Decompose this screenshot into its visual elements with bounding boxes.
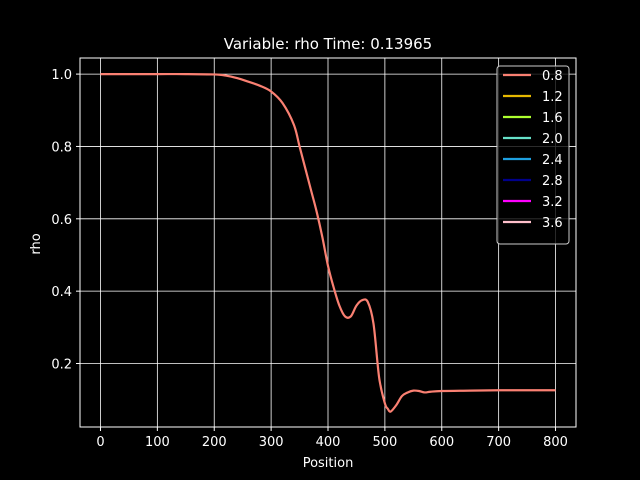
legend: 0.8 1.2 1.6 2.0 2.4 2.8 3.2 3.6: [496, 65, 570, 245]
x-tick-label: 0: [96, 435, 104, 450]
series-line-0.8: [100, 72, 556, 413]
y-tick-label: 0.6: [51, 213, 72, 228]
legend-label: 3.6: [542, 216, 563, 231]
legend-label: 2.4: [542, 153, 563, 168]
chart-title: Variable: rho Time: 0.13965: [224, 35, 432, 53]
x-tick-label: 600: [429, 435, 454, 450]
y-tick-label: 0.8: [51, 140, 72, 155]
legend-label: 2.0: [542, 132, 563, 147]
y-tick-label: 1.0: [51, 68, 72, 83]
legend-frame: [496, 65, 570, 245]
legend-label: 3.2: [542, 195, 563, 210]
y-tick-label: 0.2: [51, 358, 72, 373]
x-axis-title: Position: [303, 456, 354, 471]
x-tick-label: 500: [372, 435, 397, 450]
x-tick-label: 700: [486, 435, 511, 450]
x-tick-label: 800: [543, 435, 568, 450]
y-axis-title: rho: [29, 233, 44, 254]
legend-label: 0.8: [542, 69, 563, 84]
x-tick-label: 100: [145, 435, 170, 450]
legend-label: 1.2: [542, 90, 563, 105]
legend-label: 1.6: [542, 111, 563, 126]
axis-ticks: 0 100 200 300 400 500 600 700 800 0.2 0.4 0.6 0.8 1.0: [51, 68, 568, 450]
plot-series: [100, 72, 556, 413]
y-tick-label: 0.4: [51, 285, 72, 300]
x-tick-label: 400: [316, 435, 341, 450]
x-tick-label: 300: [259, 435, 284, 450]
x-tick-label: 200: [202, 435, 227, 450]
legend-label: 2.8: [542, 174, 563, 189]
